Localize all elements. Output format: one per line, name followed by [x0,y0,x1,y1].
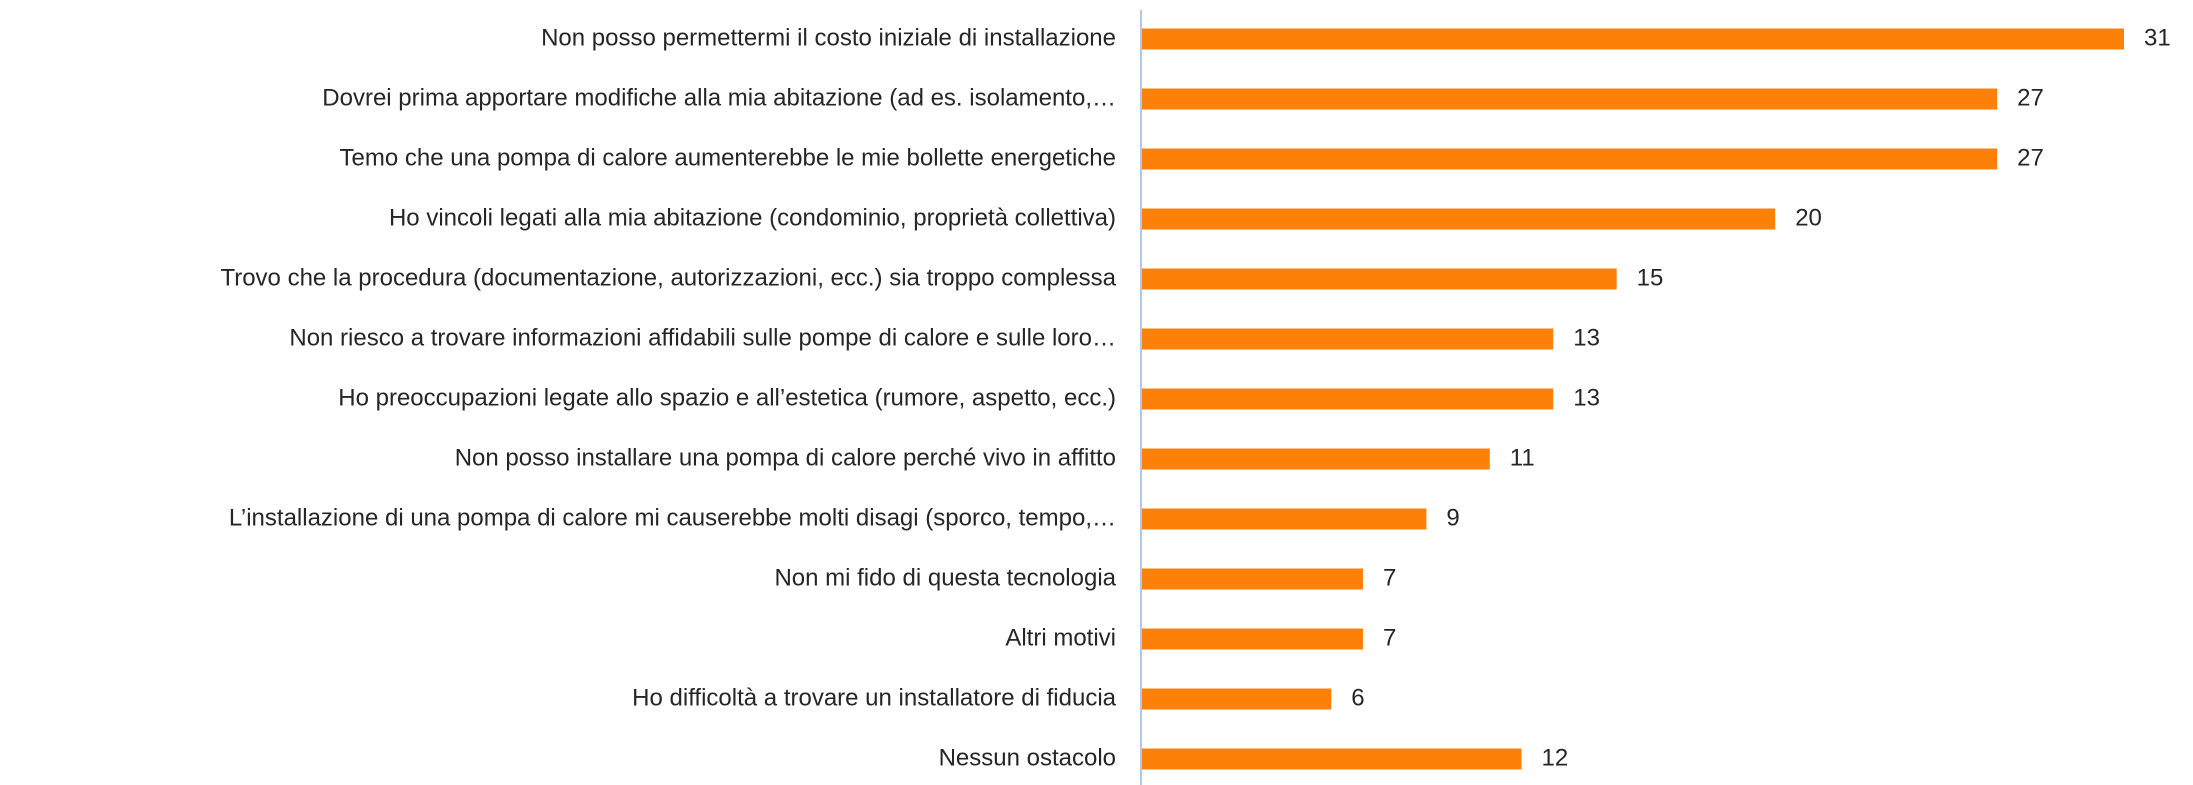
category-label: Temo che una pompa di calore aumenterebb… [340,144,1116,171]
value-label: 11 [1510,444,1535,471]
bar [1141,628,1363,650]
category-label: Non posso installare una pompa di calore… [455,444,1116,471]
category-label: Dovrei prima apportare modifiche alla mi… [322,84,1116,111]
value-label: 7 [1383,624,1396,651]
bar [1141,88,1998,110]
value-label: 31 [2144,24,2171,51]
category-label: Altri motivi [1005,624,1116,651]
value-label: 15 [1637,264,1664,291]
value-label: 9 [1446,504,1459,531]
category-label: Ho preoccupazioni legate allo spazio e a… [338,384,1116,411]
value-label: 13 [1573,324,1600,351]
value-label: 13 [1573,384,1600,411]
value-label: 27 [2017,84,2044,111]
bar [1141,688,1332,710]
category-label: Ho vincoli legati alla mia abitazione (c… [389,204,1116,231]
bar [1141,388,1554,410]
category-label: Trovo che la procedura (documentazione, … [220,264,1116,291]
value-label: 20 [1795,204,1822,231]
category-label: Non posso permettermi il costo iniziale … [541,24,1116,51]
value-label: 6 [1351,684,1364,711]
bar [1141,328,1554,350]
bar [1141,28,2124,50]
bar [1141,448,1490,470]
category-label: Non mi fido di questa tecnologia [774,564,1116,591]
category-label: Non riesco a trovare informazioni affida… [289,324,1116,351]
value-label: 27 [2017,144,2044,171]
category-label: L’installazione di una pompa di calore m… [229,504,1116,531]
bar [1141,208,1776,230]
bar [1141,748,1522,770]
category-label: Ho difficoltà a trovare un installatore … [632,684,1116,711]
bar [1141,568,1363,590]
bar [1141,268,1617,290]
bar [1141,508,1427,530]
bar [1141,148,1998,170]
value-label: 12 [1542,744,1569,771]
category-label: Nessun ostacolo [939,744,1116,771]
value-label: 7 [1383,564,1396,591]
